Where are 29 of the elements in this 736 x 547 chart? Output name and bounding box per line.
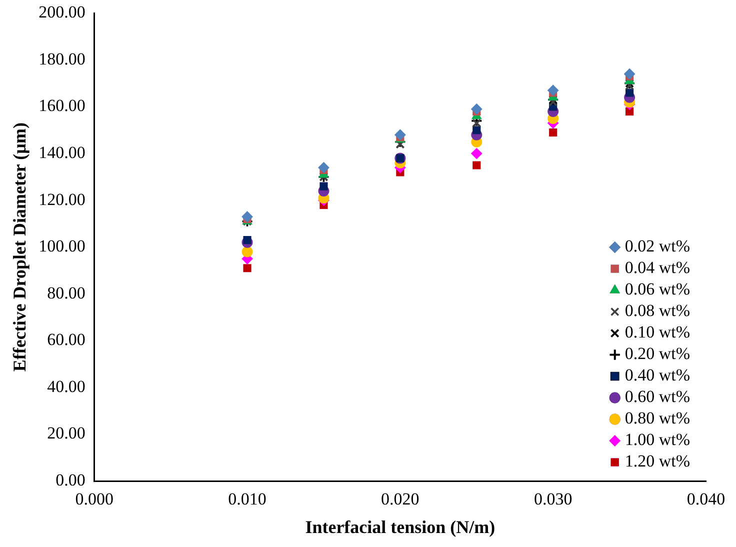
legend-label: 0.10 wt% xyxy=(624,322,690,342)
y-tick-label: 120.00 xyxy=(38,190,86,209)
legend-label: 0.06 wt% xyxy=(624,280,690,299)
y-tick-label: 160.00 xyxy=(38,96,86,116)
legend-label: 1.00 wt% xyxy=(624,430,690,450)
y-tick-label: 80.00 xyxy=(47,283,86,302)
legend-label: 0.04 wt% xyxy=(624,258,690,278)
y-tick-label: 20.00 xyxy=(47,424,86,443)
legend-label: 0.80 wt% xyxy=(624,408,690,428)
y-tick-label: 180.00 xyxy=(38,49,86,68)
legend-label: 0.08 wt% xyxy=(624,301,690,320)
legend-label: 0.60 wt% xyxy=(624,387,690,406)
y-tick-label: 0.00 xyxy=(56,470,86,490)
legend-label: 0.20 wt% xyxy=(624,344,690,364)
legend-label: 0.40 wt% xyxy=(624,366,690,385)
legend-label: 0.02 wt% xyxy=(624,236,690,256)
y-tick-label: 200.00 xyxy=(38,2,86,22)
x-tick-label: 0.010 xyxy=(228,490,266,509)
x-axis-title: Interfacial tension (N/m) xyxy=(305,516,496,537)
y-axis-title: Effective Droplet Diameter (µm) xyxy=(9,122,30,372)
y-tick-label: 100.00 xyxy=(38,236,86,256)
y-tick-label: 60.00 xyxy=(47,330,86,350)
x-tick-label: 0.030 xyxy=(534,490,572,509)
y-tick-label: 140.00 xyxy=(38,143,86,162)
x-tick-label: 0.000 xyxy=(75,490,114,509)
legend-label: 1.20 wt% xyxy=(624,452,690,471)
x-tick-label: 0.040 xyxy=(686,490,726,509)
x-tick-label: 0.020 xyxy=(381,490,420,509)
y-tick-label: 40.00 xyxy=(47,376,86,396)
